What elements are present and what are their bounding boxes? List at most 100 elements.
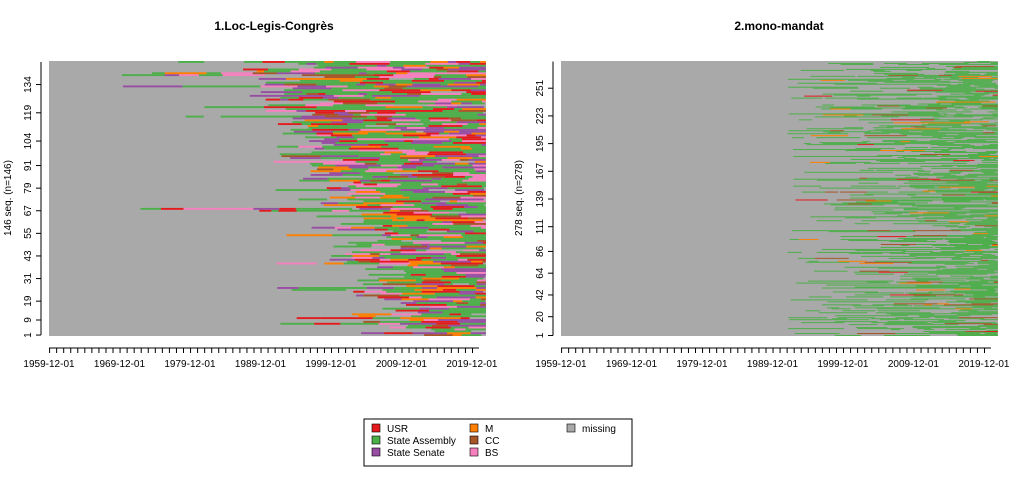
sequence-segment (903, 308, 912, 310)
sequence-segment (456, 302, 469, 304)
sequence-segment (862, 251, 891, 253)
sequence-segment (946, 301, 994, 303)
sequence-segment (264, 83, 285, 86)
sequence-segment (399, 322, 437, 325)
sequence-segment (894, 142, 944, 144)
sequence-segment (858, 287, 901, 289)
sequence-segment (859, 177, 868, 179)
sequence-segment (379, 262, 411, 265)
sequence-segment (457, 200, 471, 203)
sequence-segment (383, 81, 415, 84)
sequence-segment (946, 235, 994, 237)
sequence-segment (387, 281, 422, 284)
sequence-segment (916, 289, 946, 291)
sequence-segment (928, 123, 955, 125)
sequence-segment (311, 226, 335, 229)
sequence-segment (451, 315, 486, 318)
sequence-segment (471, 260, 483, 263)
sequence-segment (978, 192, 998, 194)
sequence-segment (461, 334, 482, 336)
sequence-segment (409, 319, 424, 321)
sequence-segment (407, 253, 445, 256)
sequence-segment (482, 241, 486, 244)
sequence-segment (868, 122, 894, 124)
sequence-segment (324, 72, 359, 75)
sequence-segment (321, 141, 336, 144)
sequence-segment (934, 152, 949, 153)
sequence-segment (421, 243, 430, 246)
sequence-segment (892, 207, 919, 209)
sequence-segment (914, 173, 951, 175)
sequence-segment (939, 177, 965, 179)
sequence-segment (916, 182, 961, 184)
sequence-segment (276, 72, 315, 75)
sequence-segment (309, 140, 340, 142)
sequence-segment (436, 204, 451, 207)
sequence-segment (940, 164, 953, 166)
sequence-segment (418, 192, 439, 195)
sequence-segment (382, 206, 393, 208)
sequence-segment (953, 305, 995, 307)
sequence-segment (290, 70, 320, 73)
sequence-segment (390, 253, 408, 256)
sequence-segment (948, 152, 966, 153)
sequence-segment (301, 74, 325, 77)
sequence-segment (977, 61, 990, 62)
sequence-segment (310, 174, 343, 176)
sequence-segment (475, 294, 486, 297)
sequence-segment (925, 197, 941, 199)
sequence-segment (972, 236, 998, 238)
sequence-segment (882, 83, 908, 85)
legend-label: BS (485, 448, 499, 459)
sequence-segment (408, 111, 439, 114)
sequence-segment (348, 185, 356, 188)
sequence-segment (940, 244, 960, 246)
sequence-segment (949, 171, 963, 173)
sequence-segment (151, 72, 165, 75)
sequence-segment (853, 271, 879, 273)
sequence-segment (410, 141, 443, 144)
sequence-segment (444, 175, 465, 178)
sequence-segment (457, 258, 468, 261)
sequence-segment (482, 268, 486, 271)
sequence-segment (936, 95, 981, 97)
sequence-segment (441, 158, 460, 161)
sequence-segment (823, 203, 848, 205)
sequence-segment (988, 238, 997, 240)
sequence-segment (987, 268, 998, 270)
sequence-segment (950, 89, 961, 91)
sequence-segment (940, 150, 950, 152)
sequence-segment (876, 159, 915, 161)
sequence-segment (480, 228, 486, 231)
sequence-segment (837, 317, 861, 319)
sequence-segment (482, 79, 486, 82)
sequence-segment (249, 94, 283, 97)
sequence-segment (917, 170, 931, 172)
sequence-segment (388, 143, 421, 146)
sequence-segment (945, 71, 975, 73)
sequence-segment (456, 61, 471, 63)
sequence-segment (122, 85, 153, 88)
sequence-segment (986, 185, 998, 187)
legend-swatch (469, 447, 479, 457)
sequence-segment (857, 284, 887, 286)
sequence-segment (391, 119, 421, 122)
sequence-segment (891, 200, 933, 202)
sequence-segment (990, 169, 998, 171)
sequence-segment (847, 203, 872, 205)
sequence-segment (838, 149, 882, 151)
sequence-segment (993, 116, 998, 118)
sequence-segment (914, 127, 942, 129)
sequence-segment (288, 98, 304, 101)
sequence-segment (994, 305, 998, 307)
sequence-segment (475, 170, 486, 173)
sequence-segment (448, 68, 481, 71)
sequence-segment (365, 87, 385, 90)
sequence-segment (433, 87, 459, 90)
sequence-segment (324, 115, 367, 118)
sequence-segment (298, 198, 328, 201)
sequence-segment (183, 207, 221, 210)
sequence-segment (958, 188, 989, 190)
sequence-segment (369, 134, 381, 137)
sequence-segment (957, 178, 981, 180)
